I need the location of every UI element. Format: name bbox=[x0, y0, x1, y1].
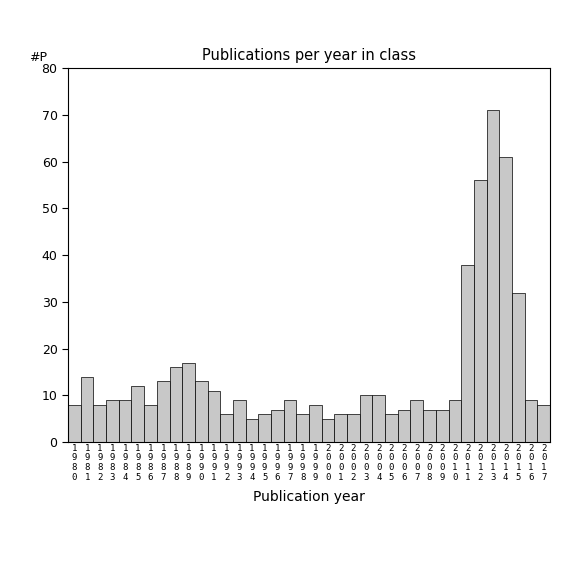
Bar bbox=[500, 157, 512, 442]
Bar bbox=[373, 396, 385, 442]
Bar bbox=[398, 409, 411, 442]
Bar bbox=[259, 414, 271, 442]
Bar bbox=[132, 386, 144, 442]
Bar bbox=[411, 400, 423, 442]
Bar bbox=[94, 405, 106, 442]
Bar bbox=[106, 400, 119, 442]
Bar bbox=[220, 414, 233, 442]
Bar bbox=[335, 414, 347, 442]
Bar bbox=[208, 391, 220, 442]
Bar bbox=[347, 414, 359, 442]
Bar bbox=[68, 405, 81, 442]
Bar bbox=[486, 110, 500, 442]
Bar bbox=[512, 293, 524, 442]
Bar bbox=[246, 419, 259, 442]
Bar bbox=[170, 367, 182, 442]
Bar bbox=[309, 405, 321, 442]
Bar bbox=[436, 409, 448, 442]
Bar bbox=[119, 400, 132, 442]
Bar bbox=[284, 400, 297, 442]
Bar bbox=[297, 414, 309, 442]
Bar bbox=[144, 405, 157, 442]
Bar bbox=[538, 405, 550, 442]
Bar bbox=[474, 180, 486, 442]
Bar bbox=[461, 264, 474, 442]
Bar bbox=[271, 409, 284, 442]
Bar bbox=[448, 400, 461, 442]
Bar bbox=[385, 414, 398, 442]
Bar bbox=[182, 363, 195, 442]
Bar bbox=[233, 400, 246, 442]
Bar bbox=[524, 400, 538, 442]
Bar bbox=[81, 377, 94, 442]
Bar bbox=[195, 382, 208, 442]
Text: #P: #P bbox=[29, 51, 48, 64]
Bar bbox=[359, 396, 373, 442]
Bar bbox=[321, 419, 335, 442]
Bar bbox=[423, 409, 436, 442]
Bar bbox=[157, 382, 170, 442]
Title: Publications per year in class: Publications per year in class bbox=[202, 48, 416, 63]
X-axis label: Publication year: Publication year bbox=[253, 490, 365, 504]
